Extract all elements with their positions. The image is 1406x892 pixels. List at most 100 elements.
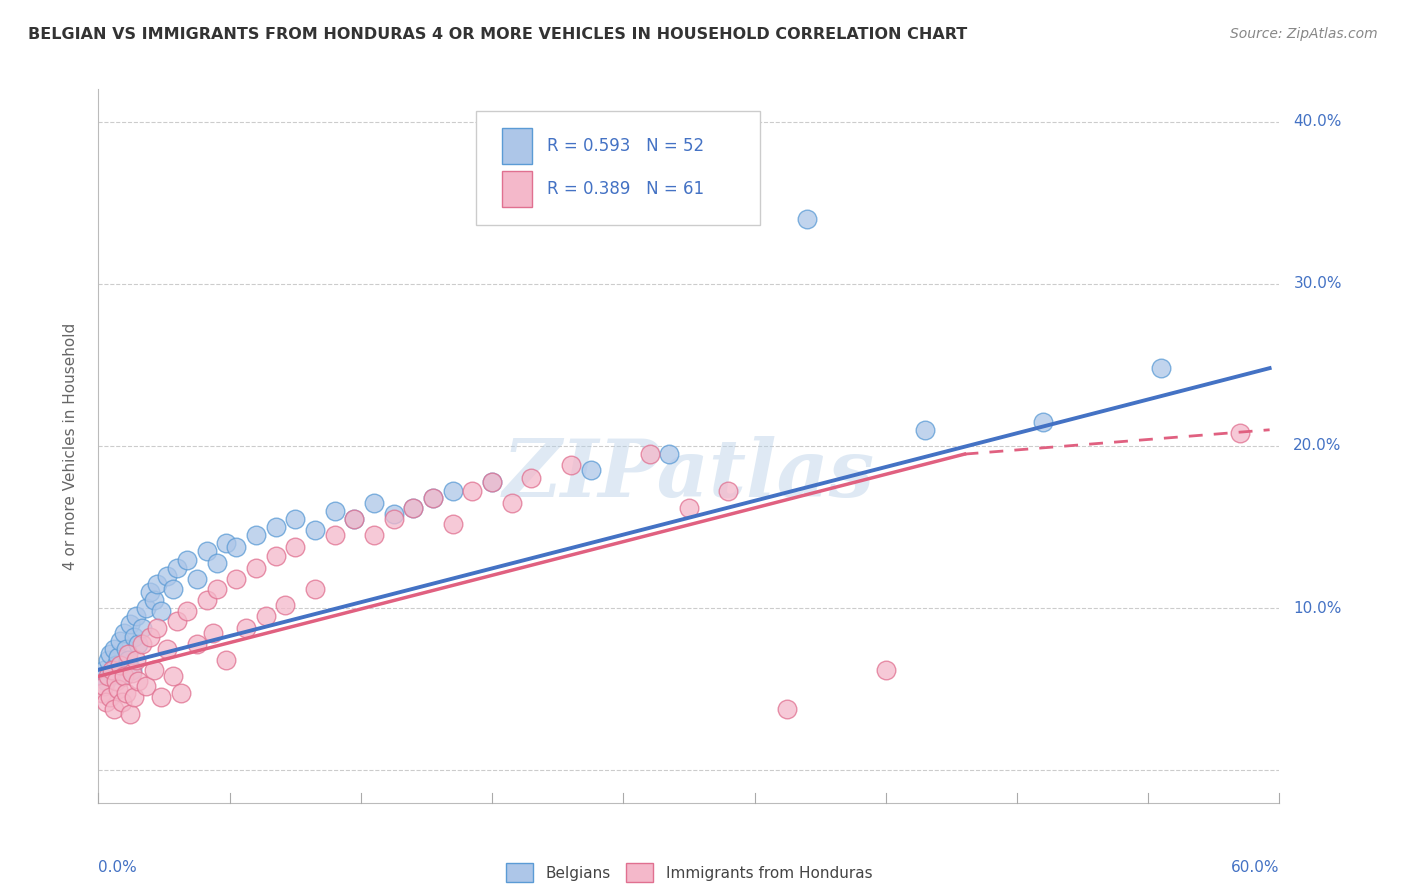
Point: [138, 585, 160, 599]
Point: [441, 484, 464, 499]
Point: [382, 507, 405, 521]
Point: [96, 674, 118, 689]
Point: [343, 512, 366, 526]
Point: [111, 695, 134, 709]
Point: [112, 669, 135, 683]
Point: [91, 669, 114, 683]
Point: [127, 637, 149, 651]
Text: BELGIAN VS IMMIGRANTS FROM HONDURAS 4 OR MORE VEHICLES IN HOUSEHOLD CORRELATION : BELGIAN VS IMMIGRANTS FROM HONDURAS 4 OR…: [28, 27, 967, 42]
Point: [205, 582, 228, 596]
Point: [201, 625, 224, 640]
Point: [122, 690, 145, 705]
Point: [658, 447, 681, 461]
Point: [150, 604, 173, 618]
Point: [91, 685, 114, 699]
Point: [107, 649, 129, 664]
Point: [638, 447, 661, 461]
Point: [186, 572, 208, 586]
Point: [284, 540, 307, 554]
Point: [107, 682, 129, 697]
Point: [195, 544, 218, 558]
Point: [323, 504, 346, 518]
Point: [150, 690, 173, 705]
Bar: [502, 128, 531, 164]
Point: [422, 491, 444, 505]
Point: [103, 702, 125, 716]
Point: [112, 625, 135, 640]
Point: [101, 663, 124, 677]
Point: [115, 641, 138, 656]
Y-axis label: 4 or more Vehicles in Household: 4 or more Vehicles in Household: [63, 322, 77, 570]
Point: [93, 679, 115, 693]
Point: [579, 463, 602, 477]
Point: [215, 536, 238, 550]
Point: [108, 633, 131, 648]
Point: [264, 549, 287, 564]
Point: [195, 593, 218, 607]
Point: [117, 653, 139, 667]
Point: [93, 663, 115, 677]
Point: [304, 582, 326, 596]
Point: [264, 520, 287, 534]
Point: [363, 496, 385, 510]
Point: [166, 614, 188, 628]
Point: [323, 528, 346, 542]
Point: [127, 674, 149, 689]
Point: [481, 475, 503, 489]
Point: [138, 631, 160, 645]
Point: [284, 512, 307, 526]
Text: 40.0%: 40.0%: [1294, 114, 1341, 129]
Point: [131, 637, 153, 651]
Text: Source: ZipAtlas.com: Source: ZipAtlas.com: [1230, 27, 1378, 41]
Point: [520, 471, 543, 485]
Point: [103, 641, 125, 656]
Text: ZIPatlas: ZIPatlas: [503, 436, 875, 513]
Point: [156, 568, 179, 582]
Point: [125, 653, 148, 667]
Point: [98, 647, 121, 661]
Point: [717, 484, 740, 499]
Point: [205, 556, 228, 570]
Point: [225, 540, 247, 554]
Point: [97, 653, 120, 667]
Point: [121, 663, 143, 677]
Point: [97, 669, 120, 683]
Point: [875, 663, 897, 677]
Point: [422, 491, 444, 505]
Point: [162, 669, 184, 683]
Point: [186, 637, 208, 651]
Point: [135, 601, 157, 615]
FancyBboxPatch shape: [477, 111, 759, 225]
Point: [115, 685, 138, 699]
Point: [245, 528, 267, 542]
Point: [382, 512, 405, 526]
Point: [776, 702, 799, 716]
Point: [402, 500, 425, 515]
Text: 20.0%: 20.0%: [1294, 439, 1341, 453]
Point: [402, 500, 425, 515]
Point: [101, 666, 124, 681]
Point: [215, 653, 238, 667]
Text: 60.0%: 60.0%: [1232, 860, 1279, 874]
Bar: [502, 171, 531, 207]
Point: [170, 685, 193, 699]
Point: [111, 669, 134, 683]
Text: 10.0%: 10.0%: [1294, 600, 1341, 615]
Point: [96, 695, 118, 709]
Text: R = 0.593   N = 52: R = 0.593 N = 52: [547, 137, 704, 155]
Text: 30.0%: 30.0%: [1294, 277, 1341, 292]
Point: [235, 621, 257, 635]
Point: [245, 560, 267, 574]
Point: [162, 582, 184, 596]
Point: [131, 621, 153, 635]
Point: [501, 496, 523, 510]
Point: [176, 552, 198, 566]
Point: [146, 621, 169, 635]
Point: [156, 641, 179, 656]
Point: [560, 458, 582, 473]
Point: [796, 211, 818, 226]
Point: [142, 593, 165, 607]
Point: [363, 528, 385, 542]
Point: [678, 500, 700, 515]
Point: [98, 690, 121, 705]
